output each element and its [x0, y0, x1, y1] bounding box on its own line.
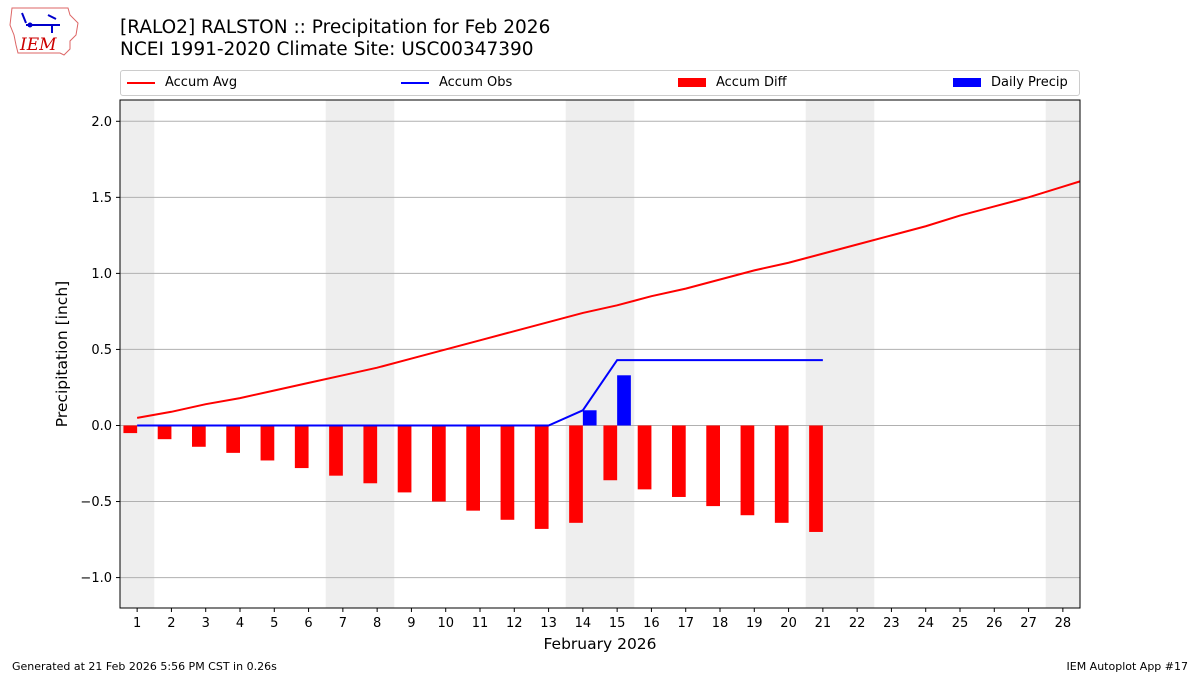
x-tick-label: 1	[133, 616, 141, 631]
legend-label: Accum Obs	[439, 75, 513, 90]
accum-diff-bar	[329, 425, 343, 476]
x-tick-label: 8	[373, 616, 381, 631]
accum-diff-bar	[672, 425, 686, 497]
accum-diff-bar	[192, 425, 206, 447]
x-tick-label: 19	[746, 616, 763, 631]
y-tick-label: 0.5	[91, 343, 112, 358]
x-tick-label: 9	[407, 616, 415, 631]
legend: Accum Avg Accum Obs Accum Diff Daily Pre…	[120, 70, 1080, 96]
accum-diff-bar	[466, 425, 480, 511]
x-tick-label: 3	[202, 616, 210, 631]
accum-diff-bar	[603, 425, 618, 481]
x-tick-label: 4	[236, 616, 244, 631]
accum-diff-bar	[123, 425, 138, 434]
x-tick-label: 14	[575, 616, 592, 631]
daily-precip-bar	[617, 375, 631, 426]
svg-text:IEM: IEM	[19, 35, 57, 55]
x-tick-label: 20	[780, 616, 797, 631]
accum-diff-bar	[534, 425, 549, 529]
weekend-shade	[840, 100, 875, 608]
x-tick-label: 22	[849, 616, 866, 631]
y-tick-label: 0.0	[91, 419, 112, 434]
x-tick-label: 18	[712, 616, 729, 631]
title-line-1: [RALO2] RALSTON :: Precipitation for Feb…	[120, 17, 551, 38]
y-tick-label: 2.0	[91, 115, 112, 130]
legend-label: Daily Precip	[991, 75, 1068, 90]
x-tick-label: 15	[609, 616, 626, 631]
accum-avg-line	[136, 180, 1081, 419]
y-tick-label: −1.0	[80, 571, 112, 586]
weekend-shade	[1045, 100, 1080, 608]
plot-frame	[119, 99, 1081, 609]
y-axis-label: Precipitation [inch]	[53, 281, 71, 427]
x-tick-label: 24	[917, 616, 934, 631]
legend-label: Accum Diff	[716, 75, 787, 90]
x-tick-label: 26	[986, 616, 1003, 631]
legend-accum-diff: Accum Diff	[678, 75, 787, 90]
accum-diff-bar	[706, 425, 720, 507]
app-footer: IEM Autoplot App #17	[1066, 660, 1189, 673]
x-tick-label: 27	[1020, 616, 1037, 631]
accum-diff-bar	[432, 425, 446, 502]
weekend-shade	[600, 100, 635, 608]
x-axis-label: February 2026	[543, 635, 656, 653]
accum-diff-bar	[569, 425, 583, 523]
x-tick-label: 5	[270, 616, 278, 631]
weekend-shade	[120, 100, 155, 608]
x-tick-label: 13	[540, 616, 557, 631]
x-tick-label: 7	[339, 616, 347, 631]
legend-daily-precip: Daily Precip	[953, 75, 1068, 90]
accum-diff-bar	[397, 425, 412, 493]
legend-accum-avg: Accum Avg	[127, 75, 237, 90]
x-tick-label: 17	[677, 616, 694, 631]
generated-footer: Generated at 21 Feb 2026 5:56 PM CST in …	[12, 660, 277, 673]
x-tick-label: 23	[883, 616, 900, 631]
x-tick-label: 11	[472, 616, 489, 631]
y-tick-label: 1.5	[91, 191, 112, 206]
accum-diff-bar	[774, 425, 789, 523]
accum-diff-bar	[637, 425, 652, 490]
weekend-shade	[360, 100, 395, 608]
accum-diff-bar	[500, 425, 515, 520]
daily-precip-bar	[582, 410, 597, 426]
title-line-2: NCEI 1991-2020 Climate Site: USC00347390	[120, 39, 534, 60]
iem-logo: IEM	[8, 5, 80, 63]
x-tick-label: 28	[1055, 616, 1072, 631]
accum-diff-bar	[294, 425, 309, 469]
accum-obs-line	[137, 359, 823, 427]
weekend-shade	[565, 100, 600, 608]
x-tick-label: 6	[304, 616, 312, 631]
legend-label: Accum Avg	[165, 75, 238, 90]
accum-diff-bar	[809, 425, 823, 532]
accum-diff-bar	[740, 425, 755, 516]
x-tick-label: 2	[167, 616, 175, 631]
accum-diff-bar	[157, 425, 172, 440]
weekend-shade	[325, 100, 360, 608]
x-tick-label: 12	[506, 616, 523, 631]
accum-diff-bar	[226, 425, 240, 453]
chart-title: [RALO2] RALSTON :: Precipitation for Feb…	[120, 17, 550, 61]
x-tick-label: 25	[952, 616, 969, 631]
legend-accum-obs: Accum Obs	[401, 75, 512, 90]
accum-diff-bar	[363, 425, 378, 484]
y-tick-label: 1.0	[91, 267, 112, 282]
accum-diff-bar	[260, 425, 275, 461]
x-tick-label: 16	[643, 616, 660, 631]
x-tick-label: 10	[437, 616, 454, 631]
y-tick-label: −0.5	[80, 495, 112, 510]
x-tick-label: 21	[815, 616, 832, 631]
